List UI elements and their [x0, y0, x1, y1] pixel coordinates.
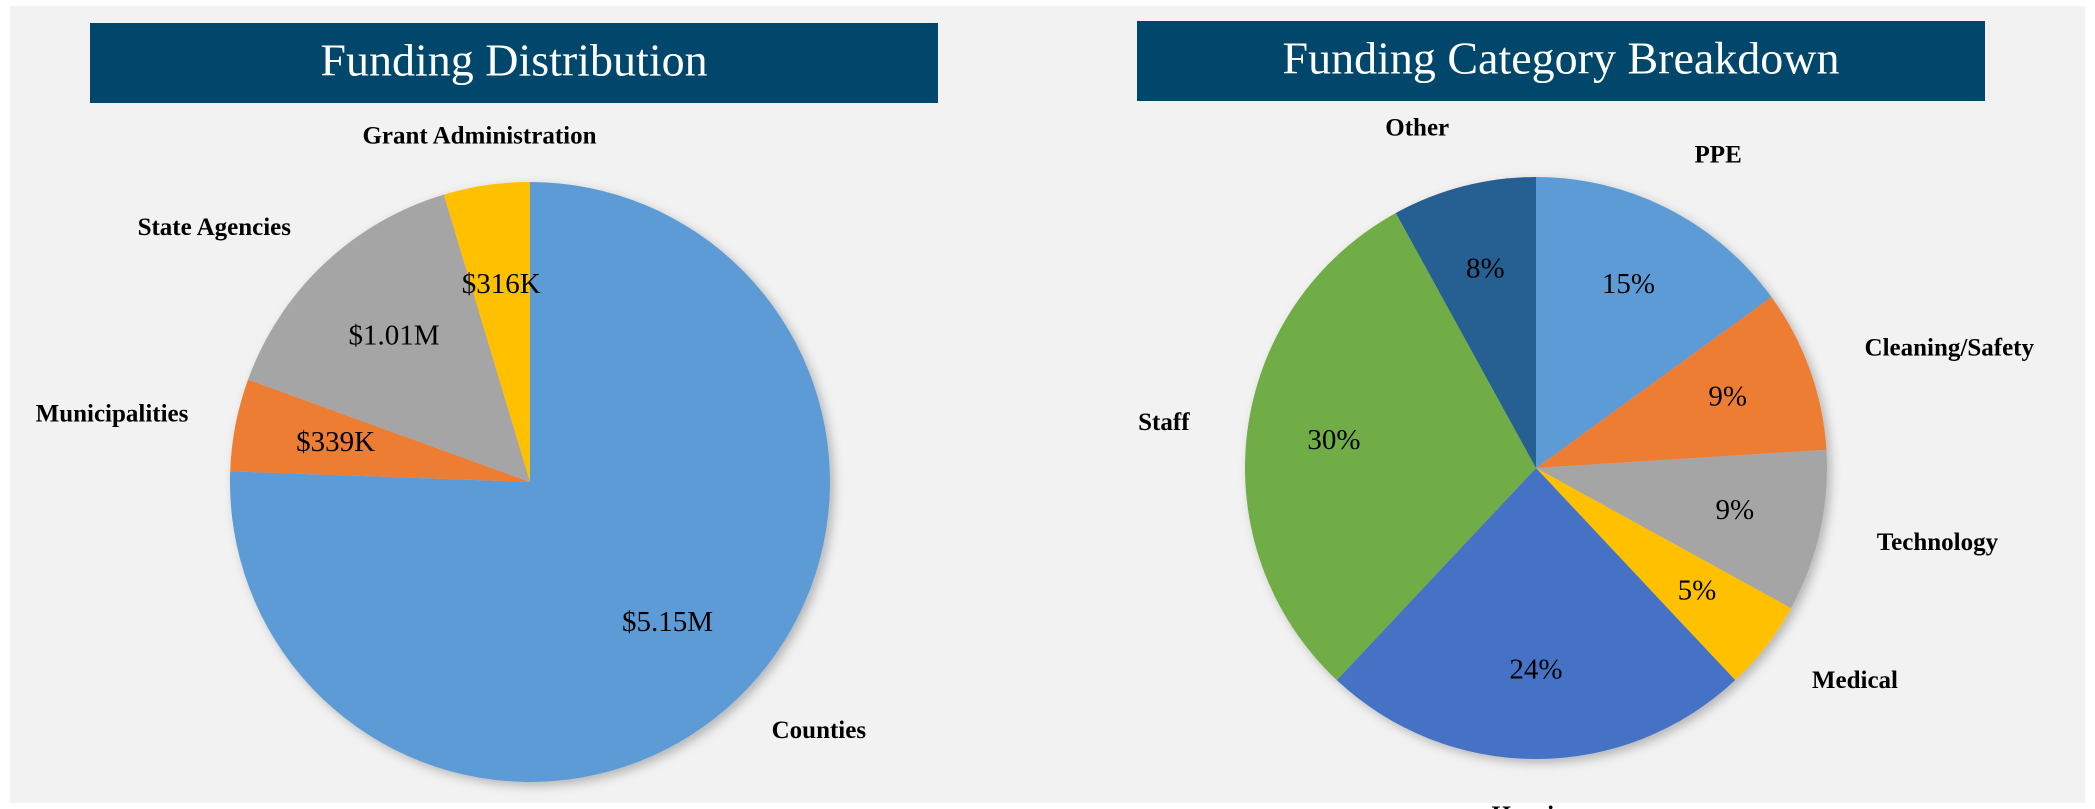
pie — [230, 182, 831, 782]
value-label: 9% — [1715, 494, 1754, 526]
value-label: 15% — [1602, 268, 1655, 300]
title-bar — [90, 23, 938, 103]
pie-slice — [1336, 468, 1736, 759]
value-label: 30% — [1307, 424, 1360, 456]
value-label: $339K — [296, 426, 375, 458]
value-label: $5.15M — [622, 606, 713, 638]
value-label: 8% — [1466, 252, 1505, 284]
title-bar — [1137, 21, 1985, 101]
pie-slice — [1395, 177, 1536, 468]
pie-slice — [443, 182, 530, 482]
chart-title: Funding Distribution — [320, 35, 707, 86]
pie-slice — [1536, 449, 1827, 609]
chart-title: Funding Category Breakdown — [1282, 33, 1839, 84]
pie-slice — [1536, 468, 1792, 681]
value-label: 9% — [1708, 381, 1747, 413]
category-label: PPE — [1695, 142, 1742, 169]
value-label: 24% — [1509, 653, 1562, 685]
pie-slice — [1245, 212, 1536, 681]
pie-slice — [1536, 296, 1827, 468]
pie-slice — [230, 379, 530, 482]
category-label: Counties — [772, 717, 867, 744]
category-label: Housing — [1492, 802, 1581, 809]
value-label: 5% — [1678, 575, 1717, 607]
category-label: State Agencies — [138, 214, 292, 241]
pie-slice — [1536, 177, 1772, 468]
category-label: Staff — [1138, 409, 1190, 436]
category-label: Other — [1385, 115, 1449, 142]
category-label: Cleaning/Safety — [1865, 334, 2035, 361]
category-label: Technology — [1877, 529, 1999, 556]
pie-slice — [230, 182, 831, 782]
pie-slice — [248, 194, 530, 483]
category-label: Municipalities — [36, 400, 189, 427]
value-label: $316K — [462, 268, 541, 300]
value-label: $1.01M — [349, 320, 440, 352]
category-label: Grant Administration — [362, 122, 596, 149]
category-label: Medical — [1812, 667, 1898, 694]
pie — [1245, 177, 1827, 759]
